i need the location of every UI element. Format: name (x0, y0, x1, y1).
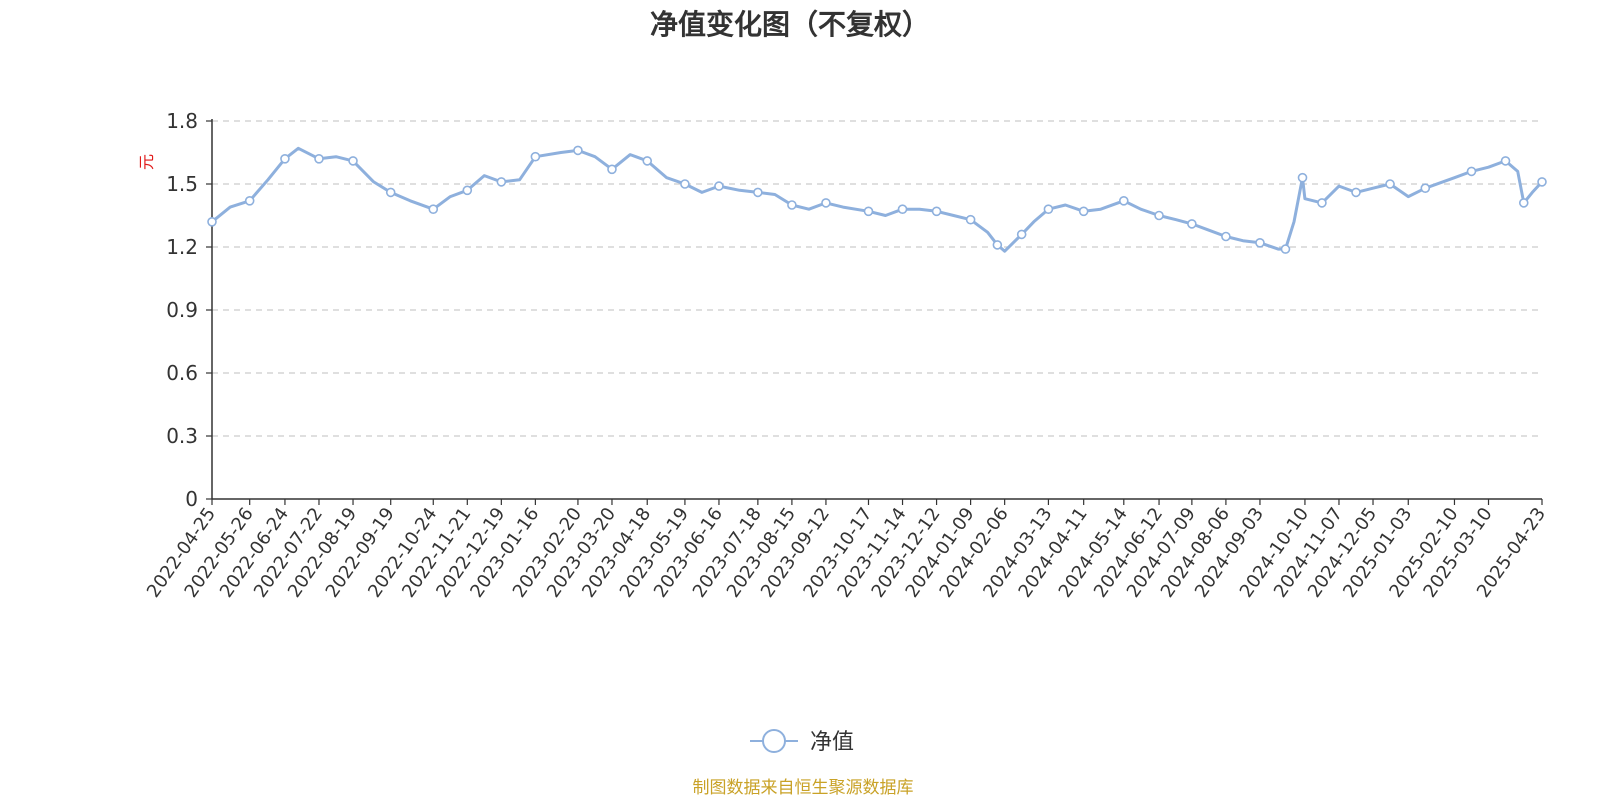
y-tick-label: 1.2 (166, 235, 198, 259)
data-point (385, 187, 396, 198)
data-point (931, 206, 942, 217)
axes (206, 119, 1543, 505)
y-tick-label: 0 (185, 487, 198, 511)
data-point (642, 156, 653, 166)
data-point (897, 204, 908, 214)
data-point (573, 145, 583, 156)
data-point (680, 179, 690, 189)
y-tick-labels: 0 0.3 0.6 0.9 1.2 1.5 1.8 (166, 109, 198, 511)
data-point (1255, 238, 1265, 248)
series-layer (207, 145, 1547, 254)
data-point (428, 204, 439, 214)
data-point (1420, 183, 1431, 193)
data-point (1518, 198, 1529, 208)
data-point (348, 156, 358, 166)
data-point (314, 154, 324, 164)
data-point (207, 217, 217, 227)
data-point (1297, 172, 1308, 183)
data-point (965, 214, 976, 225)
data-point (530, 151, 541, 162)
data-point (1537, 177, 1547, 187)
data-point (462, 185, 473, 196)
data-point (1118, 196, 1129, 206)
data-point (280, 154, 290, 164)
data-point (1385, 179, 1395, 189)
data-point (714, 181, 724, 191)
data-point (1466, 166, 1477, 177)
chart-title: 净值变化图（不复权） (650, 8, 930, 41)
data-point (244, 196, 255, 206)
data-point (1078, 206, 1089, 217)
source-note: 制图数据来自恒生聚源数据库 (693, 778, 914, 798)
data-point (1154, 210, 1164, 221)
legend[interactable]: 净值 (750, 729, 854, 755)
data-point (863, 206, 874, 217)
grid-lines (212, 120, 1542, 437)
data-point (496, 177, 507, 187)
data-point (992, 240, 1003, 250)
y-axis-unit-label: 元 (137, 154, 156, 170)
data-point (1317, 198, 1327, 208)
data-point (821, 198, 831, 208)
data-point (607, 164, 617, 175)
y-tick-label: 0.9 (166, 298, 198, 322)
data-point (1043, 204, 1054, 214)
data-point (787, 200, 797, 210)
legend-circle-icon (762, 729, 786, 753)
series-line (210, 146, 1544, 253)
data-point (1280, 244, 1291, 254)
y-tick-label: 1.8 (166, 109, 198, 133)
data-point (1351, 187, 1361, 198)
data-point (753, 187, 763, 198)
x-tick-labels: 2022-04-252022-05-262022-06-242022-07-22… (143, 504, 1550, 602)
legend-label: 净值 (810, 730, 854, 755)
data-point (1187, 219, 1197, 229)
y-tick-label: 0.6 (166, 361, 198, 385)
data-point (1016, 229, 1027, 240)
y-tick-label: 1.5 (166, 172, 198, 196)
y-tick-label: 0.3 (166, 424, 198, 448)
data-point (1500, 156, 1511, 166)
data-point (1221, 231, 1231, 242)
